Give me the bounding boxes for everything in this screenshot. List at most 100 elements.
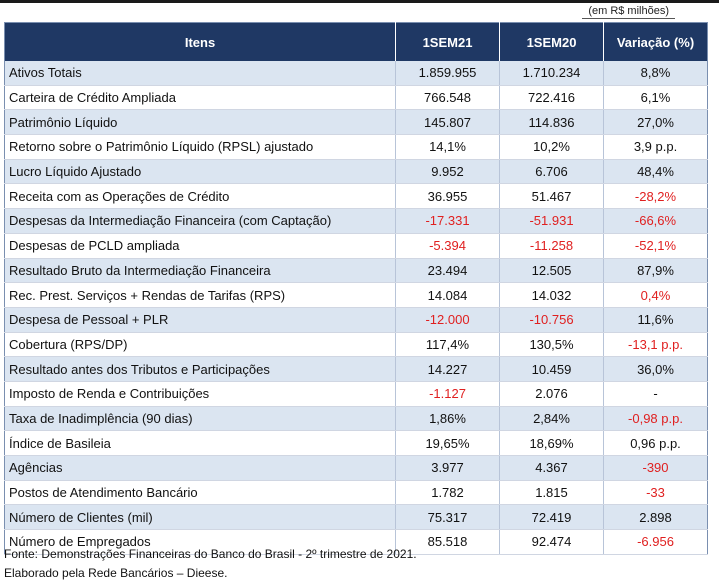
row-1sem21-cell: 14.227 [395,356,500,382]
table-row: Taxa de Inadimplência (90 dias) 1,86% 2,84… [4,406,708,432]
financial-indicators-table: Itens 1SEM21 1SEM20 Variação (%) Ativos … [4,22,708,555]
row-1sem20-cell: 72.419 [499,504,604,531]
row-1sem20-cell: 130,5% [499,332,604,358]
credit-note: Elaborado pela Rede Bancários – Dieese. [4,566,228,580]
row-variacao-cell: 36,0% [603,356,708,382]
row-item-cell: Rec. Prest. Serviços + Rendas de Tarifas… [4,282,396,308]
row-variacao-cell: -28,2% [603,183,708,210]
footer: Fonte: Demonstrações Financeiras do Banc… [4,545,417,583]
row-1sem21-cell: 14,1% [395,134,500,160]
row-1sem20-cell: 10,2% [499,134,604,160]
row-1sem21-cell: -12.000 [395,307,500,333]
row-variacao-cell: 11,6% [603,307,708,333]
source-note: Fonte: Demonstrações Financeiras do Banc… [4,547,417,561]
table-row: Cobertura (RPS/DP) 117,4% 130,5% -13,1 p.p. [4,332,708,358]
table-row: Índice de Basileia 19,65% 18,69% 0,96 p.p. [4,430,708,456]
row-variacao-cell: -13,1 p.p. [603,332,708,358]
row-1sem20-cell: -51.931 [499,208,604,234]
row-1sem21-cell: -5.394 [395,233,500,259]
table-row: Despesas de PCLD ampliada -5.394 -11.258 -5… [4,233,708,259]
table-row: Despesa de Pessoal + PLR -12.000 -10.756 11… [4,307,708,333]
row-variacao-cell: -52,1% [603,233,708,259]
table-row: Rec. Prest. Serviços + Rendas de Tarifas… [4,282,708,308]
row-1sem21-cell: 1.782 [395,480,500,506]
table-body: Ativos Totais 1.859.955 1.710.234 8,8% Carte… [4,61,708,555]
row-variacao-cell: 3,9 p.p. [603,134,708,160]
top-border [0,0,719,3]
row-variacao-cell: 48,4% [603,159,708,185]
row-item-cell: Cobertura (RPS/DP) [4,332,396,358]
row-1sem20-cell: 51.467 [499,183,604,210]
row-item-cell: Carteira de Crédito Ampliada [4,85,396,111]
row-item-cell: Retorno sobre o Patrimônio Líquido (RPSL… [4,134,396,160]
row-variacao-cell: -33 [603,480,708,506]
row-1sem21-cell: 3.977 [395,455,500,481]
row-1sem21-cell: 145.807 [395,109,500,136]
row-item-cell: Agências [4,455,396,481]
row-item-cell: Número de Empregados [4,529,396,555]
row-1sem21-cell: 9.952 [395,159,500,185]
row-item-cell: Resultado antes dos Tributos e Participa… [4,356,396,382]
row-variacao-cell: -66,6% [603,208,708,234]
row-variacao-cell: -0,98 p.p. [603,406,708,432]
table-row: Retorno sobre o Patrimônio Líquido (RPSL… [4,134,708,160]
row-item-cell: Despesas da Intermediação Financeira (co… [4,208,396,234]
row-item-cell: Imposto de Renda e Contribuições [4,381,396,407]
table-row: Agências 3.977 4.367 -390 [4,455,708,481]
row-1sem20-cell: 6.706 [499,159,604,185]
row-1sem20-cell: -11.258 [499,233,604,259]
row-1sem21-cell: 19,65% [395,430,500,456]
row-1sem21-cell: 85.518 [395,529,500,555]
row-1sem21-cell: 23.494 [395,258,500,284]
row-1sem20-cell: 1.710.234 [499,61,604,86]
row-1sem20-cell: 10.459 [499,356,604,382]
row-item-cell: Despesas de PCLD ampliada [4,233,396,259]
row-item-cell: Postos de Atendimento Bancário [4,480,396,506]
row-1sem21-cell: 117,4% [395,332,500,358]
row-1sem20-cell: 2.076 [499,381,604,407]
unit-note: (em R$ milhões) [582,5,675,19]
row-item-cell: Lucro Líquido Ajustado [4,159,396,185]
row-item-cell: Ativos Totais [4,61,396,86]
row-1sem21-cell: -1.127 [395,381,500,407]
row-item-cell: Resultado Bruto da Intermediação Finance… [4,258,396,284]
row-variacao-cell: 27,0% [603,109,708,136]
row-item-cell: Receita com as Operações de Crédito [4,183,396,210]
row-1sem20-cell: 1.815 [499,480,604,506]
table-row: Número de Clientes (mil) 75.317 72.419 2.89… [4,504,708,531]
row-item-cell: Patrimônio Líquido [4,109,396,136]
row-variacao-cell: 6,1% [603,85,708,111]
row-item-cell: Número de Clientes (mil) [4,504,396,531]
row-1sem20-cell: 2,84% [499,406,604,432]
row-1sem21-cell: -17.331 [395,208,500,234]
row-variacao-cell: 0,96 p.p. [603,430,708,456]
row-1sem20-cell: -10.756 [499,307,604,333]
row-item-cell: Despesa de Pessoal + PLR [4,307,396,333]
row-1sem20-cell: 92.474 [499,529,604,555]
row-1sem20-cell: 12.505 [499,258,604,284]
row-variacao-cell: -6.956 [603,529,708,555]
header-1sem21: 1SEM21 [395,22,500,61]
table-row: Postos de Atendimento Bancário 1.782 1.815… [4,480,708,506]
header-itens: Itens [4,22,396,61]
row-1sem20-cell: 114.836 [499,109,604,136]
row-1sem21-cell: 75.317 [395,504,500,531]
table-row: Imposto de Renda e Contribuições -1.127 2.… [4,381,708,407]
row-1sem20-cell: 14.032 [499,282,604,308]
row-1sem21-cell: 1.859.955 [395,61,500,86]
table-row: Despesas da Intermediação Financeira (co… [4,208,708,234]
table-header-row: Itens 1SEM21 1SEM20 Variação (%) [4,22,708,61]
table-row: Patrimônio Líquido 145.807 114.836 27,0% [4,109,708,136]
row-1sem20-cell: 722.416 [499,85,604,111]
header-variacao: Variação (%) [603,22,708,61]
row-variacao-cell: 8,8% [603,61,708,86]
table-row: Número de Empregados 85.518 92.474 -6.956 [4,529,708,555]
table-row: Resultado antes dos Tributos e Participa… [4,356,708,382]
row-1sem20-cell: 4.367 [499,455,604,481]
table-row: Resultado Bruto da Intermediação Finance… [4,258,708,284]
row-1sem21-cell: 14.084 [395,282,500,308]
row-1sem21-cell: 1,86% [395,406,500,432]
table-row: Carteira de Crédito Ampliada 766.548 722.4… [4,85,708,111]
row-1sem20-cell: 18,69% [499,430,604,456]
row-item-cell: Índice de Basileia [4,430,396,456]
